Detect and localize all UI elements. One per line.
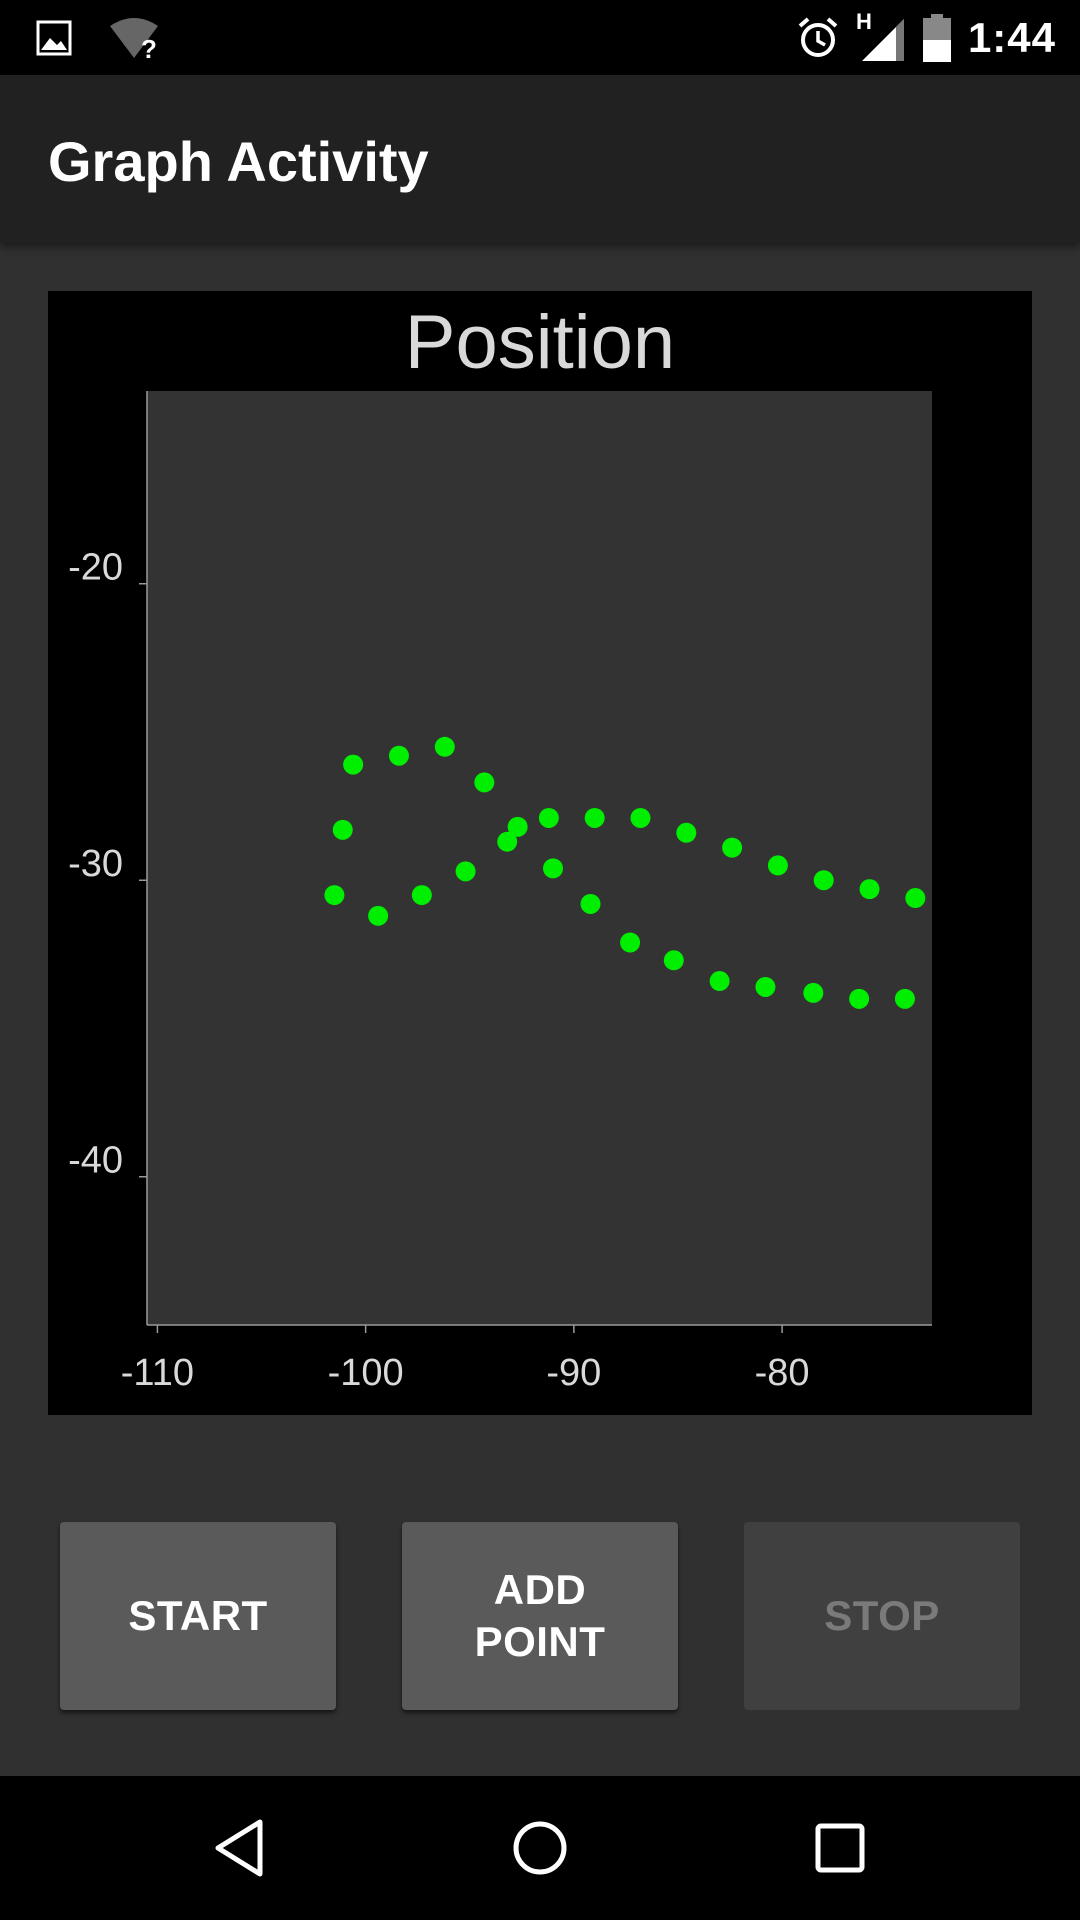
chart-title: Position	[404, 300, 676, 385]
data-point	[620, 932, 641, 953]
data-point	[343, 754, 364, 775]
data-point	[676, 822, 697, 843]
status-bar: ? H 1:44	[0, 0, 1080, 75]
status-clock: 1:44	[967, 14, 1056, 61]
network-type-label: H	[855, 9, 872, 34]
svg-text:?: ?	[141, 34, 157, 60]
x-tick-label: -100	[328, 1352, 404, 1394]
back-icon[interactable]	[204, 1812, 276, 1884]
plot-area	[147, 391, 932, 1325]
data-point	[849, 988, 870, 1009]
data-point	[455, 861, 476, 882]
signal-icon: H	[856, 9, 906, 63]
y-tick-label: -30	[68, 843, 123, 885]
data-point	[434, 736, 455, 757]
app-bar: Graph Activity	[0, 75, 1080, 243]
data-point	[368, 905, 389, 926]
x-tick-label: -80	[755, 1352, 810, 1394]
home-icon[interactable]	[504, 1812, 576, 1884]
image-icon	[36, 20, 72, 56]
y-tick-label: -20	[68, 547, 123, 589]
stop-button-label: STOP	[824, 1591, 940, 1639]
start-button-label: START	[128, 1591, 268, 1639]
recents-icon[interactable]	[804, 1812, 876, 1884]
add-point-button[interactable]: ADD POINT	[402, 1522, 678, 1710]
y-tick-label: -40	[68, 1140, 123, 1182]
data-point	[580, 893, 601, 914]
page-title: Graph Activity	[48, 130, 429, 193]
x-tick-label: -110	[121, 1352, 194, 1394]
x-tick-label: -90	[546, 1352, 601, 1394]
data-point	[474, 772, 495, 793]
add-point-label-line2: POINT	[474, 1618, 606, 1665]
wifi-unknown-icon: ?	[110, 18, 158, 60]
graph-panel: Position -110 -100 -90 -80 -20 -30 -40	[48, 291, 1032, 1415]
data-point	[894, 988, 915, 1009]
stop-button[interactable]: STOP	[744, 1522, 1020, 1710]
data-point	[507, 816, 528, 837]
battery-icon	[922, 14, 951, 62]
navigation-bar	[0, 1776, 1080, 1920]
data-point	[803, 982, 824, 1003]
data-point	[324, 885, 345, 906]
position-scatter-chart: -110 -100 -90 -80 -20 -30 -40	[68, 391, 932, 1394]
data-point	[332, 819, 353, 840]
data-point	[722, 837, 743, 858]
alarm-icon	[798, 17, 838, 57]
data-point	[905, 888, 926, 909]
data-point	[584, 807, 605, 828]
data-point	[755, 976, 776, 997]
data-point	[630, 807, 651, 828]
data-point	[859, 879, 880, 900]
start-button[interactable]: START	[60, 1522, 336, 1710]
data-point	[538, 807, 559, 828]
data-point	[709, 971, 730, 992]
data-point	[388, 745, 409, 766]
data-point	[767, 855, 788, 876]
data-point	[543, 858, 564, 879]
add-point-button-label: ADD POINT	[475, 1564, 606, 1669]
data-point	[497, 831, 518, 852]
data-point	[411, 885, 432, 906]
add-point-label-line1: ADD	[493, 1565, 587, 1613]
data-point	[813, 870, 834, 891]
data-point	[663, 950, 684, 971]
